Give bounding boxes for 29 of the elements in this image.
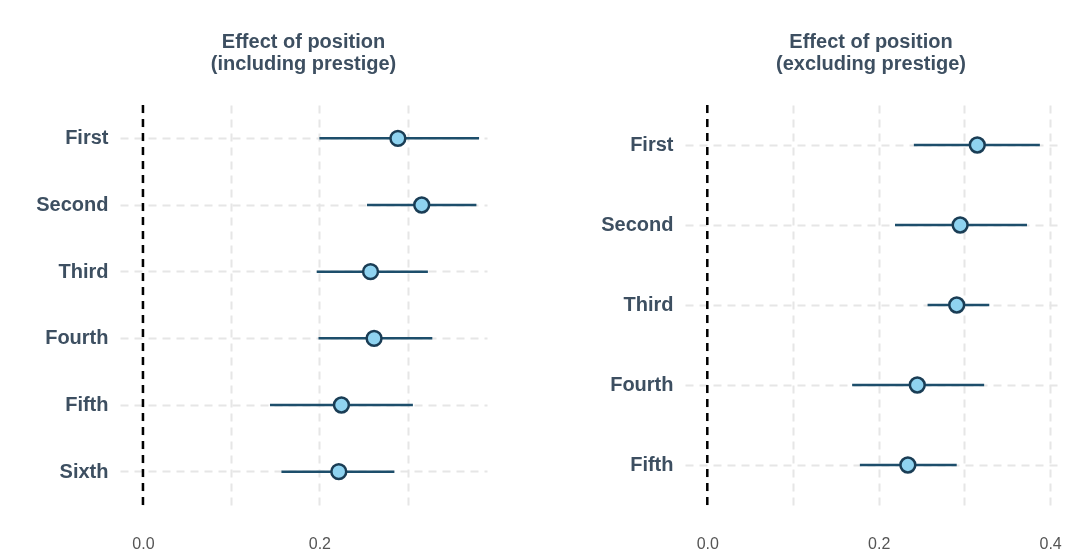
x-tick-label: 0.2 [868,534,891,552]
y-tick-label: Third [58,259,109,282]
point [361,263,380,281]
y-tick-label: Second [601,213,674,235]
point [365,329,383,347]
y-tick-label: First [630,133,674,155]
x-tick-label: 0.2 [308,534,332,552]
point [413,196,431,214]
point [389,129,407,147]
x-tick-label: 0.0 [132,534,155,552]
chart-title: Effect of position (including prestige) [210,29,397,74]
point [951,216,969,234]
point [908,376,926,394]
y-tick-label: Fourth [45,326,109,349]
point [968,136,986,154]
x-tick-label: 0.0 [696,534,719,552]
y-tick-label: Sixth [59,459,109,482]
point [948,296,966,314]
y-tick-label: Fourth [610,373,674,395]
point [332,396,351,414]
y-tick-label: Fifth [630,453,674,475]
point [899,456,917,474]
y-tick-label: First [65,126,109,149]
chart-title: Effect of position (excluding prestige) [775,29,967,74]
y-tick-label: Third [623,293,674,315]
y-tick-label: Second [36,193,109,215]
x-tick-label: 0.4 [1039,534,1062,552]
y-tick-label: Fifth [65,393,109,415]
point [330,463,348,481]
